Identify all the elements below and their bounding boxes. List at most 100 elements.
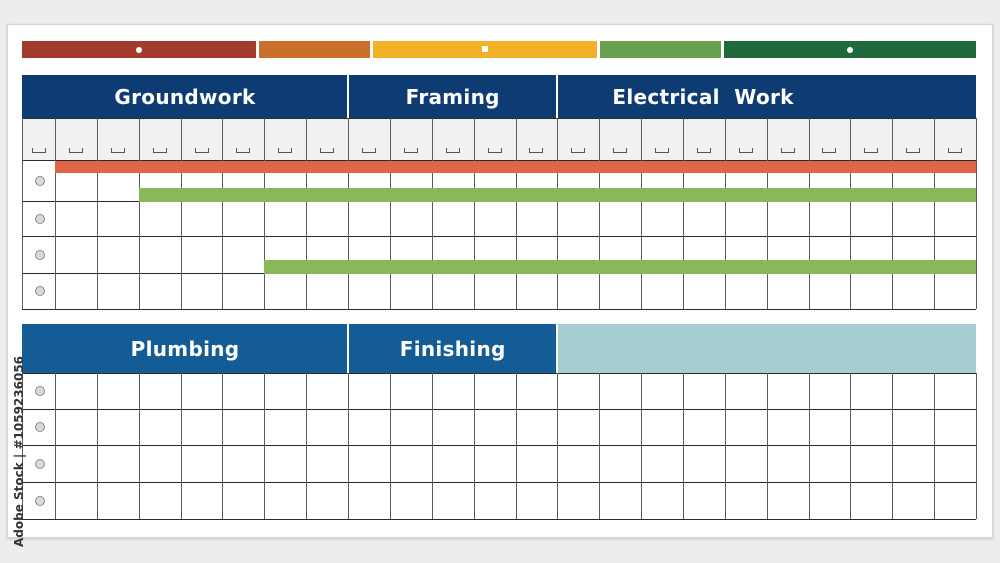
column-date-label: [320, 148, 335, 153]
grid-line-vertical: [766, 118, 768, 309]
stock-id-text: Adobe Stock | #1059236056: [12, 355, 26, 547]
grid-line-vertical: [682, 118, 684, 309]
grid-line-vertical: [348, 118, 350, 309]
grid-line-vertical: [22, 118, 23, 309]
grid-line-vertical: [306, 373, 308, 519]
grid-line-vertical: [22, 373, 23, 519]
grid-line-horizontal: [22, 160, 976, 161]
task-bar[interactable]: [264, 260, 976, 274]
column-label-row: [22, 118, 976, 160]
grid-line-vertical: [934, 373, 936, 519]
grid-line-vertical: [515, 118, 517, 309]
row-bullet-icon[interactable]: [34, 249, 45, 260]
legend-segment: [373, 41, 597, 58]
grid-line-vertical: [180, 118, 182, 309]
grid-line-vertical: [264, 118, 266, 309]
column-date-label: [696, 148, 711, 153]
phase-header: Plumbing: [22, 324, 349, 373]
grid-line-horizontal: [22, 482, 976, 483]
column-date-label: [613, 148, 628, 153]
grid-line-vertical: [55, 373, 56, 519]
column-date-label: [948, 148, 963, 153]
grid-line-vertical: [222, 373, 224, 519]
grid-line-horizontal: [22, 519, 976, 520]
column-date-label: [738, 148, 753, 153]
grid-line-vertical: [766, 373, 768, 519]
row-bullet-icon[interactable]: [34, 286, 45, 296]
row-bullet-icon[interactable]: [34, 495, 45, 506]
grid-line-vertical: [557, 373, 559, 519]
grid-line-vertical: [934, 118, 936, 309]
row-bullet-icon[interactable]: [34, 386, 45, 396]
phase-header: [557, 324, 976, 373]
grid-line-vertical: [55, 118, 56, 309]
phase-header: Groundwork: [22, 75, 349, 118]
grid-line-vertical: [473, 118, 475, 309]
grid-line-vertical: [892, 118, 894, 309]
legend-segment: [259, 41, 370, 58]
column-date-label: [152, 148, 167, 153]
row-bullet-icon[interactable]: [34, 175, 45, 186]
grid-line-vertical: [96, 373, 98, 519]
column-date-label: [445, 148, 460, 153]
grid-line-vertical: [389, 373, 391, 519]
grid-line-vertical: [724, 118, 726, 309]
column-date-label: [822, 148, 837, 153]
legend-square-icon: [482, 45, 488, 52]
grid-line-vertical: [348, 373, 350, 519]
grid-line-vertical: [808, 118, 810, 309]
phase-separator: [556, 324, 559, 373]
grid-line-vertical: [431, 118, 433, 309]
legend-segment: [22, 41, 256, 58]
grid-line-horizontal: [22, 309, 976, 310]
column-date-label: [655, 148, 670, 153]
row-bullet-icon[interactable]: [34, 422, 45, 432]
column-date-label: [31, 148, 46, 153]
grid-line-vertical: [641, 118, 643, 309]
row-bullet-icon[interactable]: [34, 213, 45, 224]
legend-segment: [600, 41, 721, 58]
grid-line-vertical: [808, 373, 810, 519]
column-date-label: [68, 148, 83, 153]
column-date-label: [361, 148, 376, 153]
phase-header-label: Framing: [405, 84, 500, 109]
grid-line-vertical: [473, 373, 475, 519]
task-bar[interactable]: [55, 161, 976, 173]
phase-header: Framing: [348, 75, 558, 118]
phase-separator: [556, 75, 559, 118]
phase-header-label: Groundwork: [114, 84, 256, 109]
row-bullet-icon[interactable]: [34, 458, 45, 469]
phase-header: Electrical Work: [557, 75, 976, 118]
column-date-label: [906, 148, 921, 153]
phase-separator: [347, 75, 350, 118]
column-date-label: [278, 148, 293, 153]
grid-line-vertical: [431, 373, 433, 519]
column-date-label: [487, 148, 502, 153]
column-date-label: [780, 148, 795, 153]
legend-dot-icon: [136, 46, 142, 53]
grid-line-vertical: [599, 118, 601, 309]
column-date-label: [236, 148, 251, 153]
column-date-label: [864, 148, 879, 153]
grid-line-vertical: [976, 373, 977, 519]
grid-line-vertical: [599, 373, 601, 519]
grid-line-vertical: [138, 118, 140, 309]
grid-line-vertical: [724, 373, 726, 519]
task-bar[interactable]: [138, 188, 976, 202]
legend-segment: [724, 41, 976, 58]
column-date-label: [110, 148, 125, 153]
grid-line-vertical: [515, 373, 517, 519]
grid-line-vertical: [180, 373, 182, 519]
grid-line-vertical: [96, 118, 98, 309]
grid-line-vertical: [557, 118, 559, 309]
grid-line-vertical: [850, 118, 852, 309]
legend-dot-icon: [847, 46, 853, 53]
grid-line-horizontal: [22, 118, 976, 119]
grid-line-horizontal: [22, 409, 976, 410]
phase-header-label: Finishing: [399, 336, 506, 361]
column-date-label: [194, 148, 209, 153]
column-date-label: [571, 148, 586, 153]
grid-line-vertical: [389, 118, 391, 309]
grid-line-vertical: [138, 373, 140, 519]
grid-line-vertical: [682, 373, 684, 519]
